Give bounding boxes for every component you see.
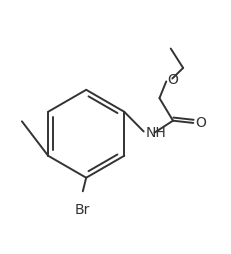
- Text: Br: Br: [75, 202, 91, 216]
- Text: O: O: [167, 73, 178, 87]
- Text: NH: NH: [146, 126, 167, 140]
- Text: O: O: [195, 116, 207, 130]
